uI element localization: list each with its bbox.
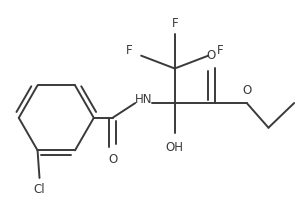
Text: F: F [171, 17, 178, 30]
Text: HN: HN [134, 93, 152, 106]
Text: O: O [207, 49, 216, 62]
Text: F: F [217, 44, 223, 57]
Text: F: F [126, 44, 132, 57]
Text: OH: OH [166, 141, 184, 154]
Text: Cl: Cl [34, 183, 45, 196]
Text: O: O [242, 84, 252, 97]
Text: O: O [108, 153, 117, 166]
